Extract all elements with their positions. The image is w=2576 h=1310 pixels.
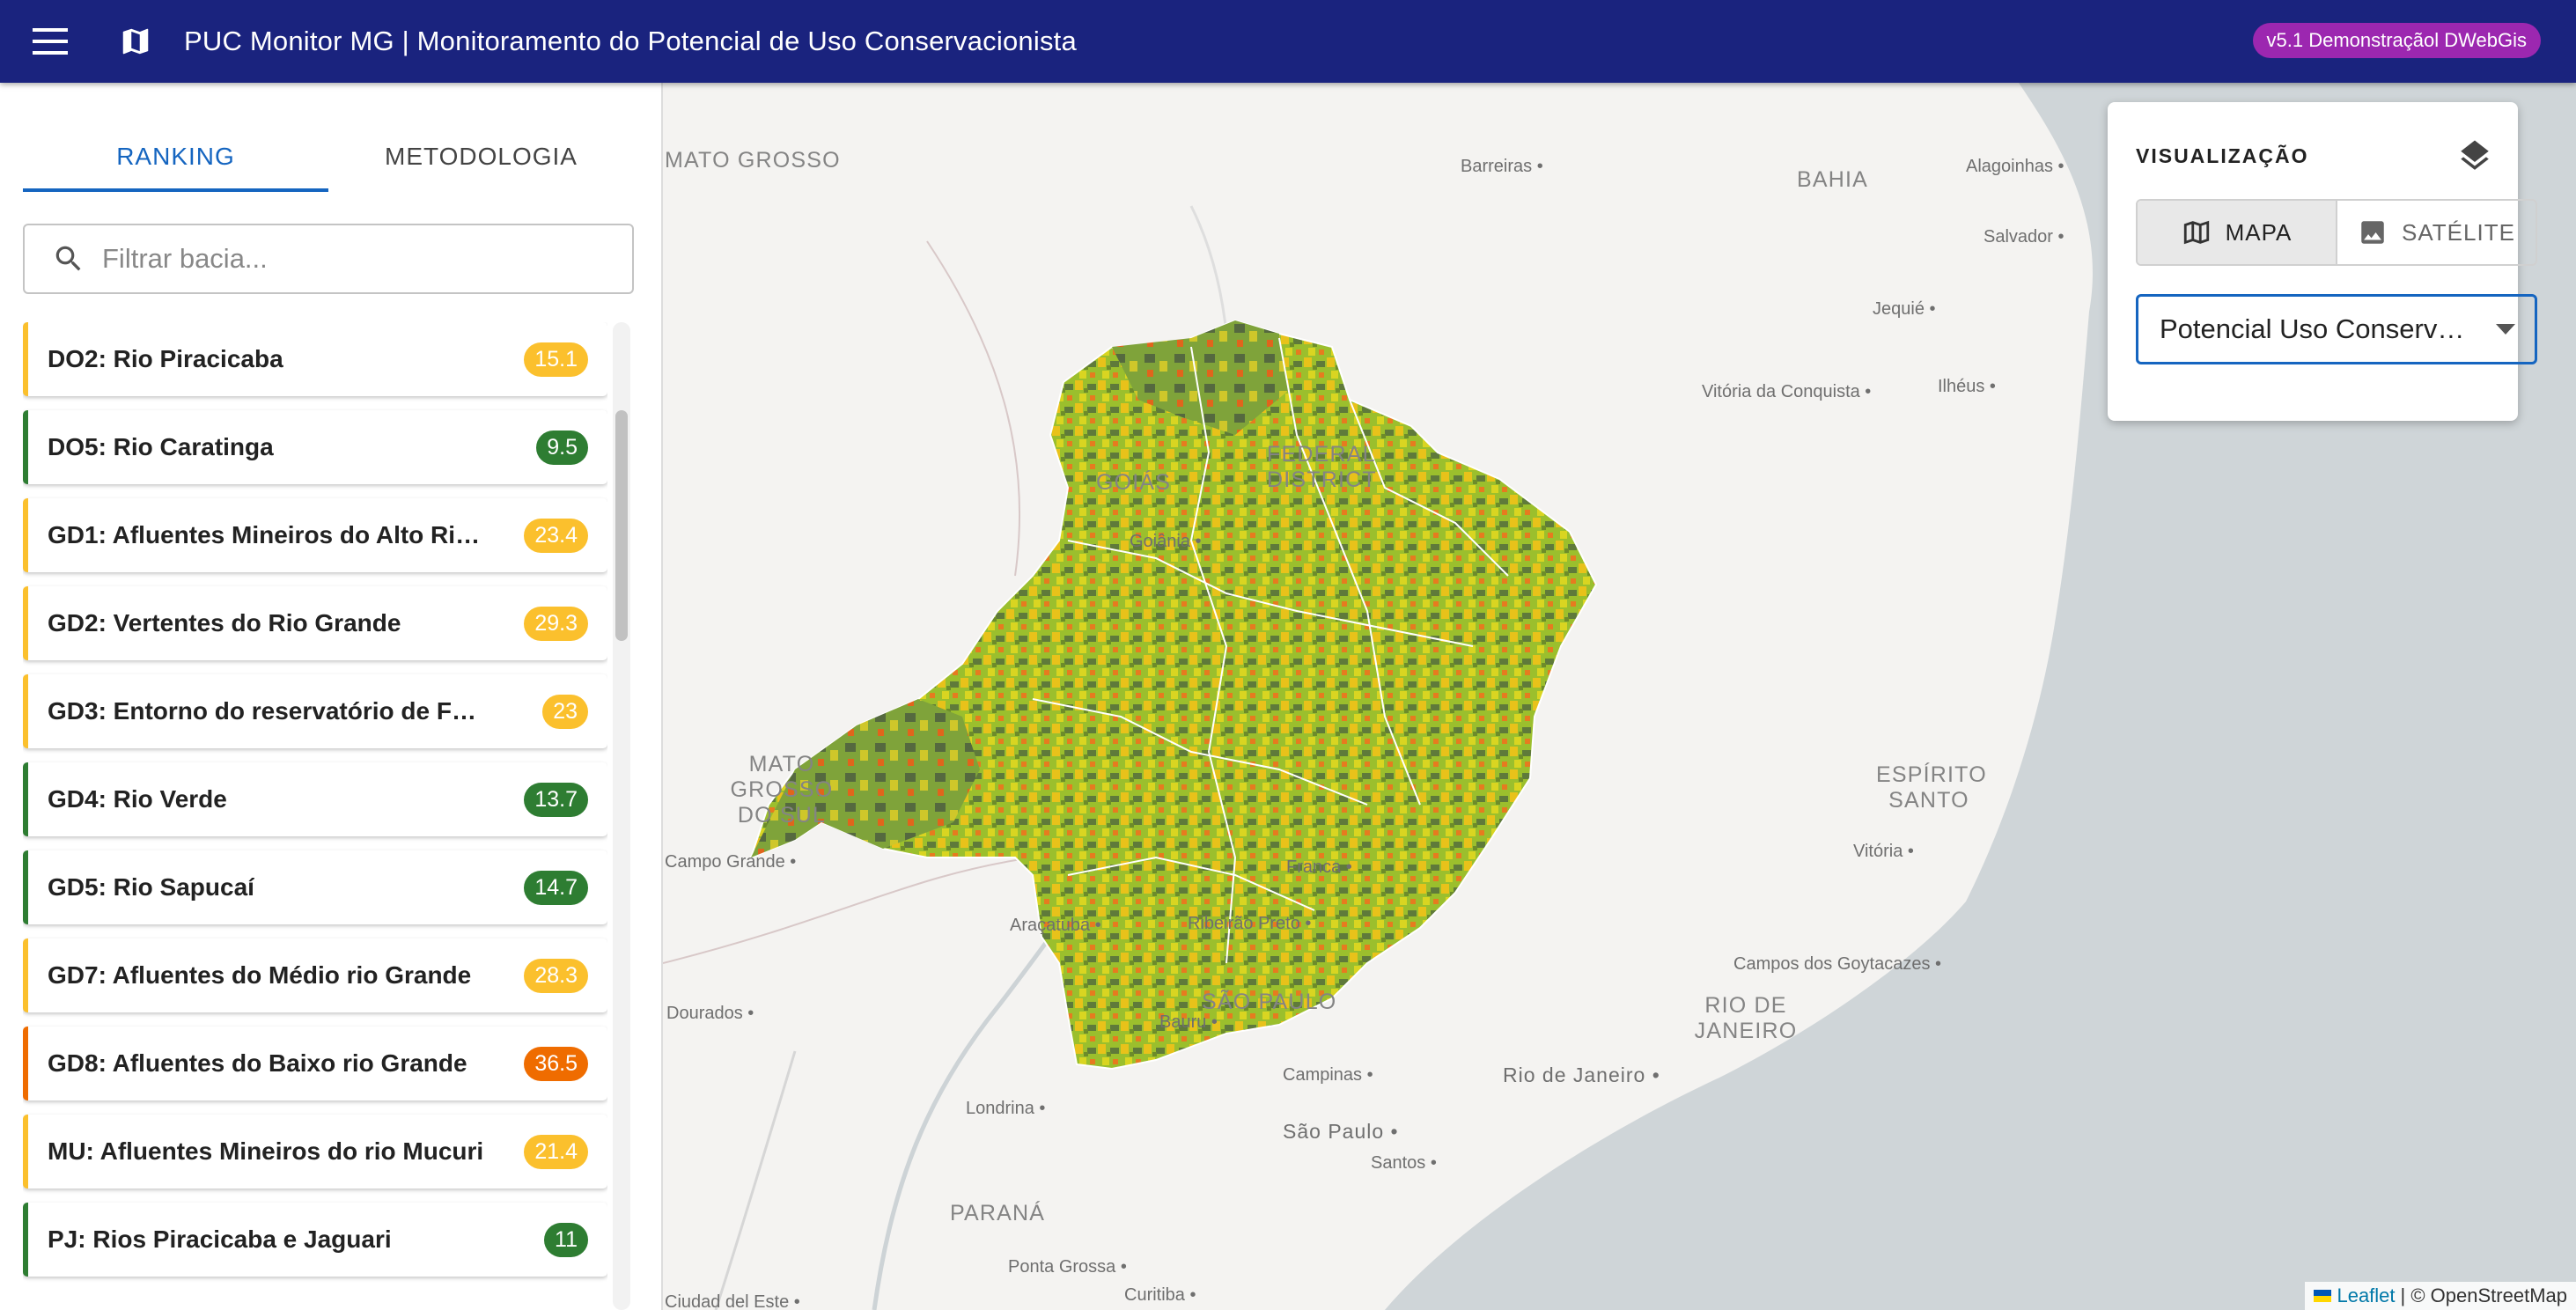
basin-score-badge: 13.7 <box>524 782 588 817</box>
basin-name: MU: Afluentes Mineiros do rio Mucuri <box>48 1137 484 1165</box>
ukraine-flag-icon <box>2314 1290 2332 1302</box>
basin-name: DO2: Rio Piracicaba <box>48 345 283 372</box>
basin-score-badge: 23 <box>542 694 588 729</box>
list-item[interactable]: GD7: Afluentes do Médio rio Grande 28.3 <box>23 938 607 1012</box>
city-label: Campinas <box>1283 1065 1373 1086</box>
list-item[interactable]: PJ: Rios Piracicaba e Jaguari 11 <box>23 1203 607 1277</box>
basin-name: GD7: Afluentes do Médio rio Grande <box>48 961 472 989</box>
city-label: Campos dos Goytacazes <box>1733 954 1941 975</box>
basin-score-badge: 15.1 <box>524 342 588 377</box>
list-item[interactable]: DO5: Rio Caratinga 9.5 <box>23 410 607 484</box>
basin-name: GD8: Afluentes do Baixo rio Grande <box>48 1049 467 1077</box>
city-label: Ciudad del Este <box>665 1292 800 1310</box>
city-label: Jequié <box>1873 299 1936 320</box>
city-label: Vitória da Conquista <box>1702 382 1871 402</box>
city-label: Franca <box>1286 857 1352 878</box>
city-label: Bauru <box>1159 1012 1218 1033</box>
basin-name: GD2: Vertentes do Rio Grande <box>48 609 401 637</box>
city-label: Ribeirão Preto <box>1188 914 1311 934</box>
state-label-parana: PARANÁ <box>950 1201 1046 1225</box>
state-label-mato-grosso: MATO GROSSO <box>665 148 841 173</box>
leaflet-link[interactable]: Leaflet <box>2337 1284 2396 1306</box>
state-label-espirito-santo: ESPÍRITO SANTO <box>1876 762 1987 813</box>
basin-score-badge: 9.5 <box>536 430 588 465</box>
image-icon <box>2361 221 2384 244</box>
city-label: Dourados <box>666 1004 754 1024</box>
panel-title: VISUALIZAÇÃO <box>2136 144 2309 167</box>
app-title: PUC Monitor MG | Monitoramento do Potenc… <box>184 26 1077 56</box>
scroll-thumb[interactable] <box>615 410 628 641</box>
city-label: Ponta Grossa <box>1008 1257 1127 1277</box>
basin-name: DO5: Rio Caratinga <box>48 433 274 460</box>
basin-name: GD5: Rio Sapucaí <box>48 873 254 901</box>
city-label: Curitiba <box>1124 1285 1196 1306</box>
sidebar: RANKING METODOLOGIA DO2: Rio Piracicaba 1… <box>0 83 663 1310</box>
list-item[interactable]: DO2: Rio Piracicaba 15.1 <box>23 322 607 396</box>
hamburger-icon <box>33 28 68 55</box>
map-toggle-label: MAPA <box>2225 218 2293 246</box>
city-label: Campo Grande <box>665 852 796 872</box>
satellite-toggle-label: SATÉLITE <box>2402 218 2515 246</box>
basin-name: GD4: Rio Verde <box>48 785 227 813</box>
basin-score-badge: 21.4 <box>524 1134 588 1169</box>
layers-icon[interactable] <box>2456 137 2493 174</box>
list-item[interactable]: GD8: Afluentes do Baixo rio Grande 36.5 <box>23 1027 607 1100</box>
city-label: Vitória <box>1853 842 1914 862</box>
search-box <box>23 224 634 294</box>
basin-score-badge: 36.5 <box>524 1046 588 1081</box>
basin-score-badge: 11 <box>544 1222 588 1257</box>
city-label: Alagoinhas <box>1966 157 2064 177</box>
basin-score-badge: 29.3 <box>524 606 588 641</box>
app-bar: PUC Monitor MG | Monitoramento do Potenc… <box>0 0 2576 83</box>
layer-select-value: Potencial Uso Conservacionista <box>2160 313 2477 344</box>
basin-name: GD3: Entorno do reservatório de Furnas <box>48 697 488 725</box>
version-badge: v5.1 Demonstraçãol DWebGis <box>2252 23 2541 58</box>
state-label-sao-paulo: SÃO PAULO <box>1202 990 1337 1014</box>
list-item[interactable]: GD2: Vertentes do Rio Grande 29.3 <box>23 586 607 660</box>
list-item[interactable]: GD5: Rio Sapucaí 14.7 <box>23 850 607 924</box>
basin-list: DO2: Rio Piracicaba 15.1 DO5: Rio Carating… <box>23 322 607 1310</box>
dropdown-arrow-icon <box>2496 324 2515 335</box>
list-item[interactable]: GD3: Entorno do reservatório de Furnas 23 <box>23 674 607 748</box>
state-label-mato-grosso-do-sul: MATO GROSSO DO SUL <box>730 752 834 828</box>
search-icon <box>51 241 86 276</box>
state-label-goias: GOIÁS <box>1096 470 1172 495</box>
satellite-toggle-button[interactable]: SATÉLITE <box>2336 201 2536 264</box>
basemap-toggle: MAPA SATÉLITE <box>2136 199 2537 266</box>
basin-score-badge: 28.3 <box>524 958 588 993</box>
search-input[interactable] <box>102 243 595 275</box>
sidebar-tabs: RANKING METODOLOGIA <box>23 121 634 192</box>
map-attribution: Leaflet | © OpenStreetMap <box>2305 1282 2576 1310</box>
basin-score-badge: 23.4 <box>524 518 588 553</box>
tab-ranking[interactable]: RANKING <box>116 143 235 170</box>
city-label: Barreiras <box>1461 157 1543 177</box>
tab-indicator <box>23 188 328 192</box>
city-label: Londrina <box>966 1099 1045 1119</box>
state-label-rio-de-janeiro: RIO DE JANEIRO <box>1694 993 1798 1043</box>
state-label-federal-district: FEDERAL DISTRICT <box>1267 442 1377 492</box>
basin-name: GD1: Afluentes Mineiros do Alto Rio Gran… <box>48 521 488 548</box>
map-toggle-button[interactable]: MAPA <box>2138 201 2336 264</box>
visualization-panel: VISUALIZAÇÃO MAPA SATÉLITE Potencial Uso… <box>2108 102 2537 421</box>
city-label: Ilhéus <box>1938 377 1996 397</box>
city-label: Santos <box>1371 1153 1437 1174</box>
layer-select[interactable]: Potencial Uso Conservacionista <box>2136 294 2537 364</box>
osm-attribution: | © OpenStreetMap <box>2400 1284 2567 1306</box>
city-label: São Paulo <box>1283 1120 1399 1144</box>
city-label: Goiânia <box>1130 532 1202 552</box>
city-label: Salvador <box>1984 227 2064 247</box>
menu-button[interactable] <box>24 15 77 68</box>
list-item[interactable]: MU: Afluentes Mineiros do rio Mucuri 21.4 <box>23 1115 607 1189</box>
state-label-bahia: BAHIA <box>1797 167 1869 192</box>
basin-score-badge: 14.7 <box>524 870 588 905</box>
list-scrollbar[interactable] <box>613 322 630 1310</box>
list-item[interactable]: GD1: Afluentes Mineiros do Alto Rio Gran… <box>23 498 607 572</box>
list-item[interactable]: GD4: Rio Verde 13.7 <box>23 762 607 836</box>
map-icon <box>2183 220 2209 245</box>
tab-metodologia[interactable]: METODOLOGIA <box>385 143 578 170</box>
city-label: Araçatuba <box>1010 916 1101 936</box>
city-label: Rio de Janeiro <box>1503 1063 1660 1087</box>
folded-map-icon <box>114 19 158 63</box>
basin-name: PJ: Rios Piracicaba e Jaguari <box>48 1225 392 1253</box>
